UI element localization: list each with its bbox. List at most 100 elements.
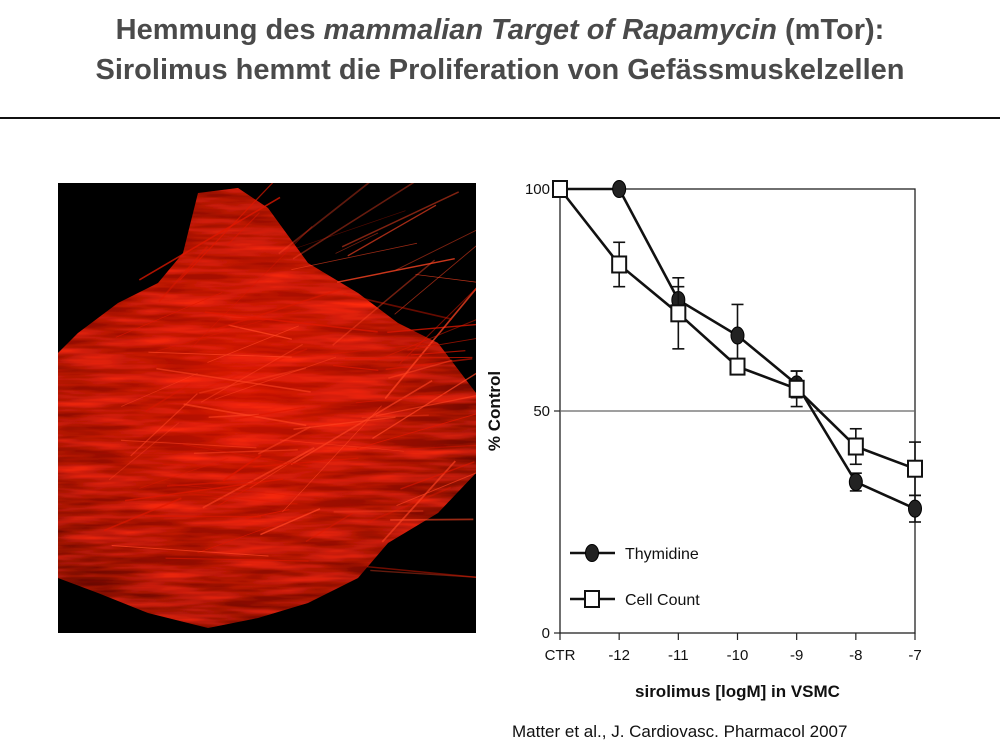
point-cell-count — [670, 304, 687, 323]
slide-title: Hemmung des mammalian Target of Rapamyci… — [0, 10, 1000, 90]
x-tick-label: -10 — [727, 647, 749, 664]
actin-strand — [234, 406, 306, 420]
point-cell-count — [847, 437, 864, 456]
legend-label: Thymidine — [625, 546, 699, 563]
actin-strand — [215, 288, 342, 331]
point-cell-count — [788, 379, 805, 398]
title-divider — [0, 117, 1000, 119]
actin-strand — [165, 557, 309, 562]
actin-strand — [290, 380, 433, 466]
actin-strand — [188, 493, 298, 505]
point-thymidine — [908, 499, 922, 518]
actin-strand — [199, 367, 307, 394]
actin-strand — [372, 372, 476, 440]
actin-strand — [115, 292, 223, 338]
actin-strand — [407, 338, 476, 351]
actin-strand — [410, 350, 466, 356]
point-cell-count — [611, 255, 628, 274]
legend-marker-cell-count — [584, 590, 600, 608]
micrograph-image — [58, 183, 476, 633]
y-tick-label: 50 — [533, 403, 550, 420]
actin-strand — [121, 439, 257, 449]
actin-strand — [375, 319, 476, 362]
actin-strand — [139, 457, 229, 489]
x-tick-label: -8 — [849, 647, 862, 664]
actin-strand — [388, 359, 453, 379]
actin-strand — [396, 472, 476, 506]
actin-strand — [158, 245, 209, 303]
actin-strand — [252, 457, 359, 468]
actin-strand — [193, 449, 298, 455]
actin-strand — [155, 309, 301, 352]
actin-strand — [291, 242, 418, 270]
actin-strand — [138, 196, 281, 281]
actin-strand — [168, 483, 323, 499]
actin-strand — [370, 569, 476, 578]
actin-strand — [415, 274, 476, 283]
actin-strand — [335, 232, 379, 254]
actin-strand — [390, 518, 474, 521]
actin-strand — [399, 287, 476, 364]
actin-strand — [400, 461, 475, 490]
actin-strand — [124, 478, 284, 502]
title-line-1-start: Hemmung des — [115, 14, 324, 46]
legend-item-thymidine: Thymidine — [570, 544, 699, 563]
actin-strand — [191, 226, 313, 348]
x-tick-label: CTR — [545, 647, 576, 664]
actin-strand — [278, 183, 370, 255]
legend-marker-thymidine — [585, 544, 599, 562]
point-cell-count — [907, 459, 923, 478]
actin-strand — [341, 191, 460, 248]
actin-strand — [384, 287, 476, 400]
actin-strand — [108, 422, 180, 481]
actin-strand — [381, 460, 456, 543]
actin-strand — [332, 259, 436, 346]
citation: Matter et al., J. Cardiovasc. Pharmacol … — [512, 722, 848, 741]
actin-strand — [305, 512, 354, 543]
actin-strand — [207, 325, 299, 363]
x-tick-label: -12 — [608, 647, 630, 664]
actin-strand — [204, 311, 378, 333]
title-line-1-italic: mammalian Target of Rapamycin — [323, 14, 777, 46]
actin-strand — [183, 444, 312, 468]
fluorescence-micrograph — [58, 183, 476, 633]
actin-strand — [337, 257, 455, 283]
actin-strand — [193, 348, 308, 394]
actin-strand — [156, 367, 311, 393]
actin-strand — [387, 323, 476, 333]
x-tick-label: -9 — [790, 647, 803, 664]
title-line-2: Sirolimus hemmt die Proliferation von Ge… — [95, 54, 905, 86]
cell-fibers — [58, 188, 476, 628]
x-tick-label: -7 — [908, 647, 921, 664]
actin-strand — [260, 508, 321, 536]
y-axis-label: % Control — [485, 371, 504, 451]
actin-strand — [197, 512, 310, 554]
actin-strand — [294, 210, 406, 250]
actin-strand — [144, 515, 262, 518]
point-cell-count — [552, 180, 568, 198]
series-cell-count — [552, 180, 923, 497]
actin-strand — [385, 357, 473, 371]
actin-strand — [343, 293, 453, 320]
actin-strands — [103, 183, 476, 578]
actin-strand — [361, 414, 429, 419]
actin-strand — [375, 395, 476, 417]
actin-strand — [394, 245, 476, 315]
actin-strand — [395, 229, 476, 271]
actin-strand — [226, 212, 260, 246]
point-thymidine — [848, 473, 863, 492]
actin-strand — [279, 439, 404, 452]
actin-strand — [208, 413, 259, 419]
actin-strand — [366, 565, 476, 578]
actin-strand — [333, 510, 424, 513]
actin-strand — [148, 351, 292, 358]
actin-strand — [121, 372, 198, 407]
actin-strand — [293, 416, 396, 430]
actin-strand — [367, 486, 452, 524]
actin-strand — [347, 204, 437, 257]
actin-strand — [387, 444, 476, 451]
actin-strand — [202, 447, 315, 509]
title-line-1: Hemmung des mammalian Target of Rapamyci… — [0, 10, 1000, 50]
actin-strand — [228, 324, 292, 340]
point-thymidine — [730, 326, 745, 345]
